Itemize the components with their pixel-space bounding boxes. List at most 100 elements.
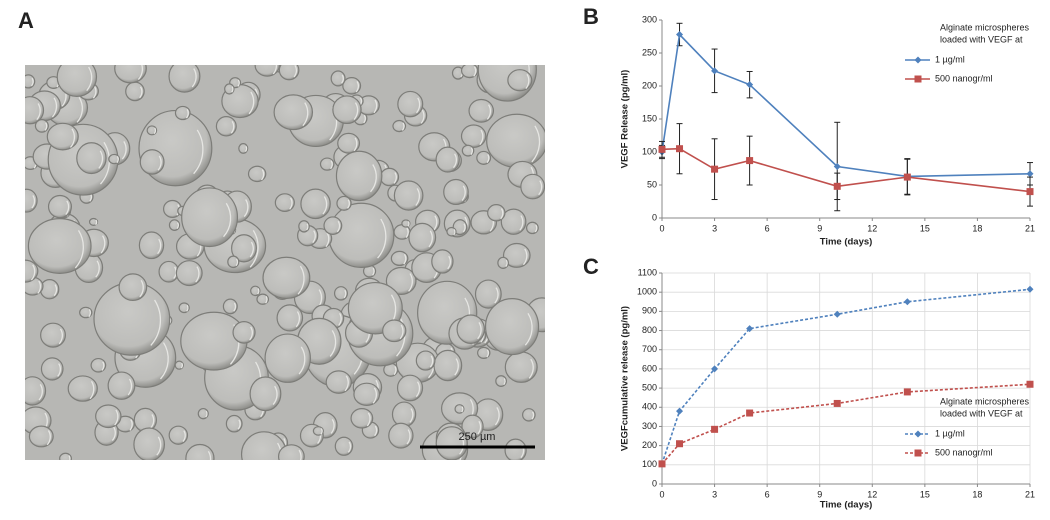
y-tick-label: 150 [642, 113, 657, 123]
microsphere [25, 376, 47, 406]
microsphere [334, 436, 354, 456]
series-line [661, 32, 1031, 178]
microsphere [90, 357, 107, 373]
y-tick-label: 300 [642, 421, 657, 431]
microsphere-highlight [372, 387, 377, 404]
microsphere [76, 142, 107, 175]
microsphere-highlight [182, 430, 186, 443]
microsphere-highlight [38, 384, 43, 401]
microsphere-highlight [257, 288, 260, 295]
microsphere [264, 333, 311, 383]
microsphere-highlight [195, 266, 200, 283]
y-tick-label: 500 [642, 382, 657, 392]
legend-marker [914, 449, 922, 457]
microsphere [79, 306, 93, 319]
microsphere [504, 351, 538, 383]
microsphere-highlight [297, 265, 305, 295]
microsphere [174, 105, 191, 121]
microsphere-highlight [69, 128, 76, 148]
microsphere-highlight [343, 289, 347, 299]
microsphere-highlight [538, 180, 543, 196]
microsphere-highlight [74, 230, 84, 269]
microsphere [342, 77, 362, 95]
y-tick-label: 400 [642, 402, 657, 412]
microsphere [168, 65, 201, 93]
x-axis-title: Time (days) [820, 500, 873, 511]
microsphere [456, 314, 486, 344]
y-tick-label: 700 [642, 344, 657, 354]
microsphere [181, 187, 239, 248]
microsphere-highlight [525, 73, 530, 90]
microsphere [468, 98, 495, 123]
microsphere [47, 194, 73, 219]
marker [1026, 188, 1034, 196]
microsphere [502, 242, 531, 268]
microsphere-highlight [295, 311, 301, 328]
microsphere-highlight [461, 185, 466, 201]
microsphere-highlight [185, 109, 189, 119]
microsphere-highlight [30, 264, 36, 281]
microsphere [175, 260, 203, 287]
microsphere [500, 208, 527, 235]
microsphere [232, 321, 256, 344]
legend-title: loaded with VEGF at [940, 34, 1023, 44]
microsphere-highlight [298, 346, 306, 375]
microsphere-highlight [522, 248, 528, 266]
microsphere-highlight [150, 414, 155, 429]
microsphere-highlight [329, 330, 337, 357]
microsphere-highlight [95, 219, 98, 226]
y-tick-label: 200 [642, 80, 657, 90]
microsphere-highlight [231, 86, 234, 93]
microsphere [27, 218, 92, 274]
x-tick-label: 9 [817, 223, 822, 233]
x-tick-label: 21 [1025, 223, 1035, 233]
microsphere-highlight [370, 164, 377, 193]
microsphere [256, 293, 270, 305]
marker [746, 409, 754, 417]
x-tick-label: 6 [765, 489, 770, 499]
microsphere [477, 346, 491, 360]
microsphere-highlight [150, 299, 162, 346]
microsphere [262, 256, 311, 300]
microsphere-highlight [407, 221, 410, 227]
microsphere [393, 180, 424, 211]
microsphere-highlight [374, 425, 378, 437]
microsphere-highlight [57, 363, 61, 377]
microsphere [335, 150, 383, 202]
microsphere-highlight [58, 328, 63, 345]
microsphere [336, 195, 352, 211]
marker [833, 310, 841, 318]
microsphere [146, 125, 158, 136]
microsphere-highlight [325, 232, 330, 248]
microsphere-highlight [293, 65, 298, 78]
microsphere-highlight [399, 324, 404, 340]
microsphere-highlight [494, 287, 499, 304]
microsphere-highlight [355, 81, 360, 93]
microsphere-highlight [249, 241, 254, 258]
marker [746, 81, 754, 89]
microsphere [452, 219, 468, 236]
x-tick-label: 0 [659, 223, 664, 233]
marker [676, 440, 684, 448]
marker [711, 165, 719, 173]
microsphere-highlight [139, 86, 143, 99]
microsphere-highlight [30, 77, 34, 87]
microsphere-highlight [347, 441, 352, 453]
x-tick-label: 15 [920, 489, 930, 499]
microsphere [392, 119, 407, 133]
microsphere-highlight [470, 147, 473, 156]
microsphere-highlight [180, 362, 183, 369]
microsphere-highlight [76, 97, 83, 123]
x-tick-label: 3 [712, 223, 717, 233]
microsphere-highlight [344, 375, 349, 392]
microsphere-highlight [461, 406, 464, 413]
microsphere-highlight [306, 223, 309, 231]
x-tick-label: 12 [867, 489, 877, 499]
y-tick-label: 0 [652, 478, 657, 488]
microsphere [34, 119, 49, 133]
microsphere [385, 266, 417, 295]
microsphere [504, 438, 527, 460]
microsphere-highlight [153, 127, 157, 135]
microsphere-highlight [265, 295, 268, 304]
microsphere [382, 319, 407, 343]
